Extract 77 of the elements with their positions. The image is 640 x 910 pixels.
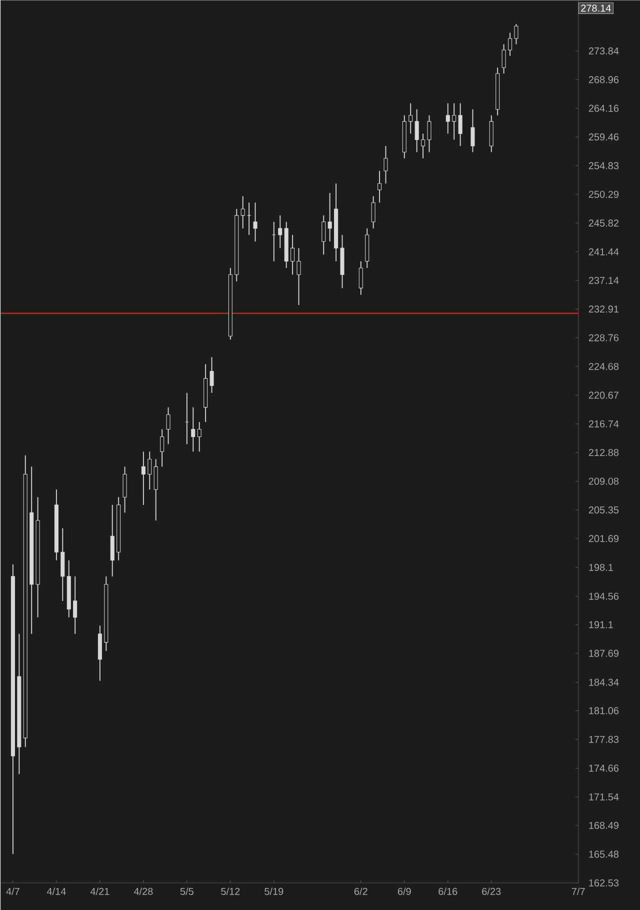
y-tick-label: 220.67 [588,392,618,399]
y-tick-label: 245.82 [588,220,618,227]
y-tick-label: 168.49 [588,822,618,829]
y-tick-label: 194.56 [588,592,618,600]
x-tick-label: 4/28 [134,888,153,895]
candlestick [278,214,282,249]
candlestick [147,451,152,490]
candlestick [458,102,462,146]
y-tick-label: 268.96 [588,76,618,84]
candlestick [321,214,326,256]
candlestick [210,356,214,394]
y-tick-label: 259.46 [588,133,618,140]
x-tick-label: 5/12 [220,888,240,895]
candlestick [502,44,506,74]
y-tick-label: 254.83 [588,162,618,170]
candlestick [240,196,245,229]
y-tick-label: 171.54 [588,793,619,800]
x-tick-label: 4/7 [6,888,20,895]
x-tick-label: 6/16 [438,888,457,895]
x-tick-label: 6/2 [354,888,368,895]
candlestick [184,392,189,445]
y-tick-label: 187.69 [588,650,618,657]
y-tick-label: 250.29 [588,190,618,198]
candlestick [470,108,475,153]
candlestick [384,145,388,184]
candlestick [371,196,376,229]
y-tick-label: 212.88 [588,448,618,456]
y-tick-label: 209.08 [588,478,618,485]
y-tick-label: 201.69 [588,535,618,542]
candlestick [246,202,251,236]
x-tick-label: 6/9 [398,888,411,895]
candlestick [377,170,382,204]
candlestick [427,114,432,153]
candlestick [420,133,425,159]
y-tick-label: 184.34 [588,678,619,686]
candlestick [197,421,202,452]
y-tick-label: 181.06 [588,707,618,714]
y-tick-label: 162.53 [588,879,618,886]
candlestick [328,192,332,242]
candlestick [122,466,127,514]
candlestick [166,406,170,445]
x-tick-label: 6/23 [482,888,500,895]
y-tick-label: 273.84 [588,47,619,54]
y-tick-label: 165.48 [588,850,618,858]
y-tick-label: 174.66 [588,764,618,772]
candlestick [508,32,512,56]
y-tick-label: 228.76 [588,334,618,342]
y-tick-label: 205.35 [588,506,618,514]
candlestick [154,458,158,521]
x-tick-label: 4/21 [90,888,110,895]
y-tick-label: 264.16 [588,104,618,112]
candlestick [408,102,412,134]
x-tick-label: 4/14 [46,888,66,895]
candlestick [446,102,450,134]
candlestick [452,102,456,140]
candlestick [253,202,258,242]
y-tick-label: 224.68 [588,362,618,370]
text: 278.14 [580,4,611,12]
candlestick [160,428,164,468]
candlestick [514,24,518,45]
y-tick-label: 232.91 [588,306,618,313]
candlestick [296,248,301,306]
candlestick [141,451,146,506]
candlestick [290,234,294,276]
x-tick-label: 7/7 [572,888,585,895]
y-tick-label: 191.1 [588,621,613,628]
y-tick-label: 241.44 [588,248,619,256]
x-tick-label: 5/19 [264,888,283,895]
y-tick-label: 198.1 [588,564,613,571]
candlestick [190,406,195,452]
x-tick-label: 5/5 [180,888,194,895]
candlestick [414,108,419,153]
y-tick-label: 216.74 [588,420,619,428]
y-tick-label: 237.14 [588,276,619,284]
candlestick [358,260,363,296]
y-tick-label: 177.83 [588,736,618,743]
candlestick [72,576,77,634]
